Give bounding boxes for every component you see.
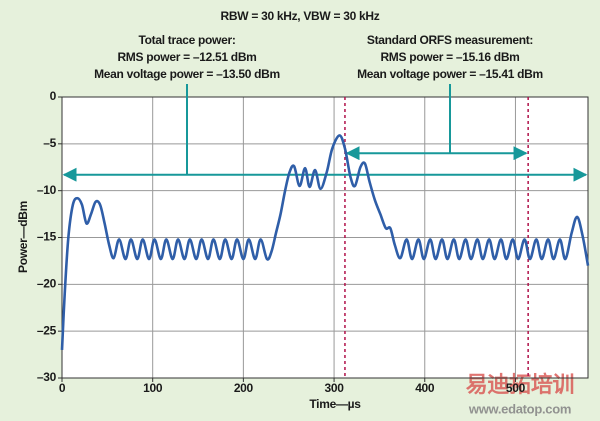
x-tick-label: 500 <box>506 381 526 395</box>
annotation: Total trace power: <box>138 33 235 47</box>
annotation: Mean voltage power = –13.50 dBm <box>94 67 280 81</box>
y-tick-label: –20 <box>37 277 57 291</box>
y-tick-label: 0 <box>50 89 57 103</box>
annotation: Standard ORFS measurement: <box>367 33 533 47</box>
y-tick-label: –5 <box>43 136 56 150</box>
annotation: RMS power = –12.51 dBm <box>117 50 256 64</box>
y-tick-label: –10 <box>37 183 57 197</box>
watermark-url: www.edatop.com <box>468 401 571 416</box>
x-axis-label: Time—µs <box>309 397 361 411</box>
y-tick-label: –15 <box>37 230 57 244</box>
x-tick-label: 300 <box>325 381 345 395</box>
x-tick-label: 0 <box>59 381 66 395</box>
y-tick-label: –30 <box>37 370 57 384</box>
watermark: 易迪拓培训 <box>466 372 575 397</box>
annotation: RMS power = –15.16 dBm <box>380 50 519 64</box>
y-axis-label: Power—dBm <box>16 201 30 273</box>
plot-frame <box>61 96 589 379</box>
trace-line <box>60 134 590 350</box>
x-tick-label: 100 <box>143 381 163 395</box>
chart-title: RBW = 30 kHz, VBW = 30 kHz <box>221 9 380 23</box>
x-tick-label: 400 <box>415 381 435 395</box>
annotation: Mean voltage power = –15.41 dBm <box>357 67 543 81</box>
x-tick-label: 200 <box>234 381 254 395</box>
y-tick-label: –25 <box>37 323 57 337</box>
